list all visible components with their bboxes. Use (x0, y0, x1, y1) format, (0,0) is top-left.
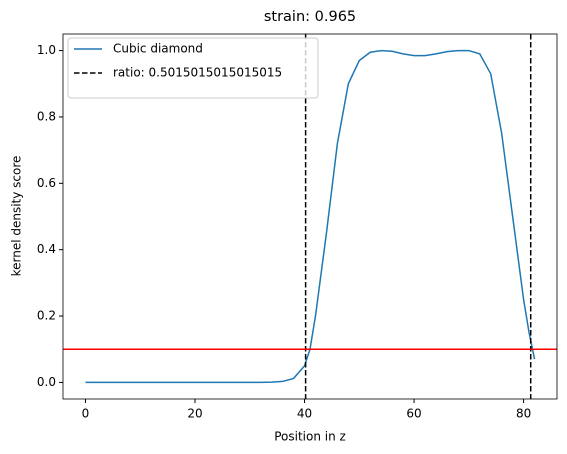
data-line (85, 49, 536, 384)
y-tick-label: 0.2 (37, 309, 56, 323)
y-tick-label: 1.0 (37, 43, 56, 57)
x-tick-label: 60 (406, 407, 421, 421)
x-tick-label: 0 (82, 407, 90, 421)
legend-box (67, 37, 319, 99)
y-tick-label: 0.4 (37, 242, 56, 256)
axes-frame (62, 33, 558, 400)
y-tick-label: 0.8 (37, 109, 56, 123)
y-axis-label: kernel density score (10, 156, 24, 277)
legend-label: Cubic diamond (113, 42, 203, 56)
legend-label: ratio: 0.5015015015015015 (113, 66, 282, 80)
x-tick-label: 80 (516, 407, 531, 421)
x-axis-label: Position in z (274, 430, 346, 444)
y-tick-label: 0.0 (37, 375, 56, 389)
chart-title: strain: 0.965 (264, 9, 356, 25)
x-tick-label: 40 (297, 407, 312, 421)
x-tick-label: 20 (187, 407, 202, 421)
y-tick-label: 0.6 (37, 176, 56, 190)
